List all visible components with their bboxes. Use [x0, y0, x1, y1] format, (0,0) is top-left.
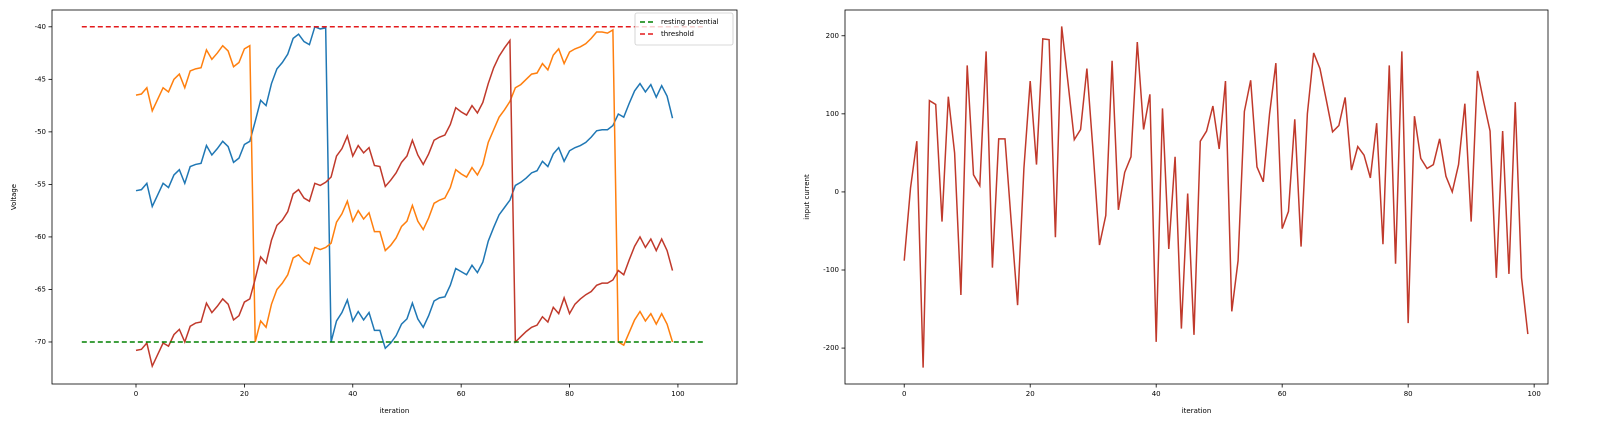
x-tick-label: 0	[902, 390, 906, 398]
y-tick-label: -55	[35, 180, 46, 188]
x-tick-label: 100	[1527, 390, 1540, 398]
y-axis-label: input current	[803, 174, 811, 220]
y-tick-label: -200	[823, 344, 839, 352]
y-axis-label: Voltage	[10, 184, 18, 210]
subplot: 0 20 40 60 80 100 -70 -65 -60 -55 -50 -45 -40 iterati…	[10, 9, 738, 415]
x-tick-label: 0	[134, 390, 138, 398]
x-tick-label: 60	[457, 390, 466, 398]
series-line	[135, 25, 674, 350]
y-tick-label: -100	[823, 266, 839, 274]
y-tick-label: -40	[35, 23, 46, 31]
y-tick-label: -70	[35, 338, 46, 346]
legend: resting potential threshold	[634, 12, 734, 46]
x-tick-label: 100	[671, 390, 684, 398]
legend-box	[634, 12, 734, 46]
x-axis-label: iteration	[380, 407, 410, 415]
x-tick-label: 60	[1278, 390, 1287, 398]
x-tick-label: 20	[1026, 390, 1035, 398]
legend-label: threshold	[661, 30, 694, 38]
y-tick-label: -45	[35, 75, 46, 83]
x-tick-label: 40	[1152, 390, 1161, 398]
axes-frame	[51, 9, 738, 385]
axes-frame	[844, 9, 1549, 385]
x-tick-label: 80	[565, 390, 574, 398]
x-tick-label: 40	[348, 390, 357, 398]
series-line	[135, 38, 674, 369]
x-tick-label: 20	[240, 390, 249, 398]
y-tick-label: 0	[835, 188, 839, 196]
series-line	[903, 26, 1529, 368]
y-tick-label: -65	[35, 285, 46, 293]
legend-label: resting potential	[661, 18, 719, 26]
series-line	[135, 28, 674, 347]
y-tick-label: 100	[826, 110, 839, 118]
x-tick-label: 80	[1404, 390, 1413, 398]
subplot: 0 20 40 60 80 100 -200 -100 0 100 200 iteration inpu…	[803, 9, 1549, 415]
y-tick-label: -60	[35, 233, 46, 241]
x-axis-label: iteration	[1182, 407, 1212, 415]
y-tick-label: -50	[35, 128, 46, 136]
y-tick-label: 200	[826, 32, 839, 40]
